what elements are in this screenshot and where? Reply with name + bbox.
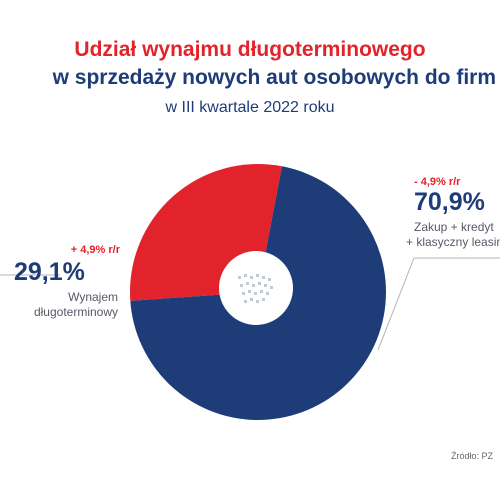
slice-label-change-rental: + 4,9% r/r [70, 244, 120, 256]
donut-hole [219, 251, 293, 325]
slice-label-value-purchase: 70,9% [414, 188, 485, 216]
slice-label-value-rental: 29,1% [14, 258, 85, 286]
leader-line-right [377, 257, 415, 351]
chart-title-line2: w sprzedaży nowych aut osobowych do firm [52, 66, 496, 89]
slice-label-name-rental-line1: Wynajem [68, 290, 118, 304]
slice-label-change-purchase: - 4,9% r/r [414, 176, 461, 188]
slice-label-name-rental-line2: długoterminowy [33, 305, 118, 319]
slice-label-name-purchase-line1: Zakup + kredyt [414, 220, 494, 234]
car-pattern-icon [238, 274, 273, 303]
chart-title-line1: Udział wynajmu długoterminowego [74, 38, 426, 61]
chart-subtitle: w III kwartale 2022 roku [165, 99, 335, 116]
source-note: Źródło: PZ [451, 451, 494, 461]
slice-label-name-purchase-line2: + klasyczny leasing [406, 235, 500, 249]
